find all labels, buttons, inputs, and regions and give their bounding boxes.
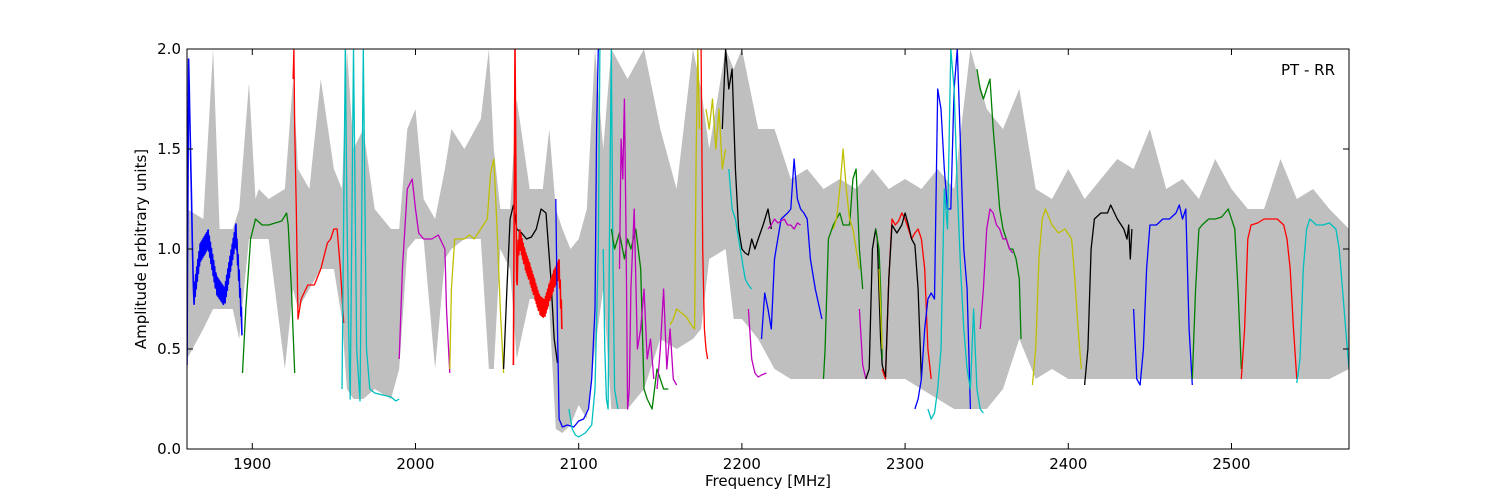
series-line-35: [1031, 208, 1082, 386]
series-line-15: [669, 49, 701, 330]
series-line-28: [878, 268, 883, 350]
series-line-31: [914, 49, 972, 410]
series-line-2: [241, 212, 296, 374]
x-tick-label: 2000: [396, 455, 434, 473]
series-line-12: [610, 228, 669, 410]
series-line-10: [568, 49, 601, 438]
y-axis: 0.0 0.5 1.0 1.5 2.0: [157, 40, 1349, 458]
series-line-11: [602, 49, 619, 410]
series-line-33: [976, 68, 1022, 340]
baseline-annotation: PT - RR: [1281, 61, 1335, 79]
series-line-13: [618, 98, 655, 410]
series-line-17: [705, 98, 727, 170]
series-line-30: [884, 212, 923, 380]
series-line-36: [1083, 204, 1133, 386]
series-line-1: [187, 58, 243, 366]
series-line-20: [747, 308, 767, 378]
series-line-37: [1132, 204, 1193, 386]
amplitude-envelope-band: [187, 49, 1349, 433]
series-line-39: [1240, 218, 1298, 380]
x-tick-label: 2200: [723, 455, 761, 473]
series-line-34: [979, 208, 1014, 330]
y-tick-label: 1.0: [157, 240, 181, 258]
y-tick-label: 0.0: [157, 440, 181, 458]
y-tick-label: 2.0: [157, 40, 181, 58]
series-line-38: [1191, 208, 1242, 380]
series-line-4: [341, 49, 400, 402]
series-line-8: [512, 49, 564, 366]
series-layer: [187, 49, 1349, 438]
y-axis-label: Amplitude [arbitrary units]: [132, 149, 150, 349]
series-line-32: [927, 49, 984, 420]
series-line-5: [398, 178, 451, 374]
y-tick-label: 1.5: [157, 140, 181, 158]
amplitude-envelope-layer: [187, 49, 1349, 433]
series-line-40: [1296, 218, 1349, 384]
series-line-19: [728, 168, 753, 290]
x-tick-label: 1900: [233, 455, 271, 473]
series-line-25: [858, 308, 867, 380]
x-tick-label: 2100: [560, 455, 598, 473]
series-line-23: [822, 168, 864, 380]
x-tick-label: 2500: [1212, 455, 1250, 473]
x-tick-label: 2400: [1049, 455, 1087, 473]
series-line-3: [292, 49, 345, 324]
series-line-6: [449, 158, 505, 374]
series-line-21: [760, 158, 823, 340]
series-line-9: [555, 49, 599, 428]
series-line-14: [656, 288, 678, 390]
series-line-7: [502, 204, 559, 370]
series-line-18: [721, 49, 772, 256]
series-line-22: [767, 218, 801, 230]
x-axis: 1900 2000 2100 2200 2300 2400 2500: [233, 49, 1251, 473]
series-line-24: [832, 148, 861, 270]
series-line-16: [700, 49, 709, 360]
x-tick-label: 2300: [886, 455, 924, 473]
y-tick-label: 0.5: [157, 340, 181, 358]
x-axis-label: Frequency [MHz]: [705, 472, 831, 490]
